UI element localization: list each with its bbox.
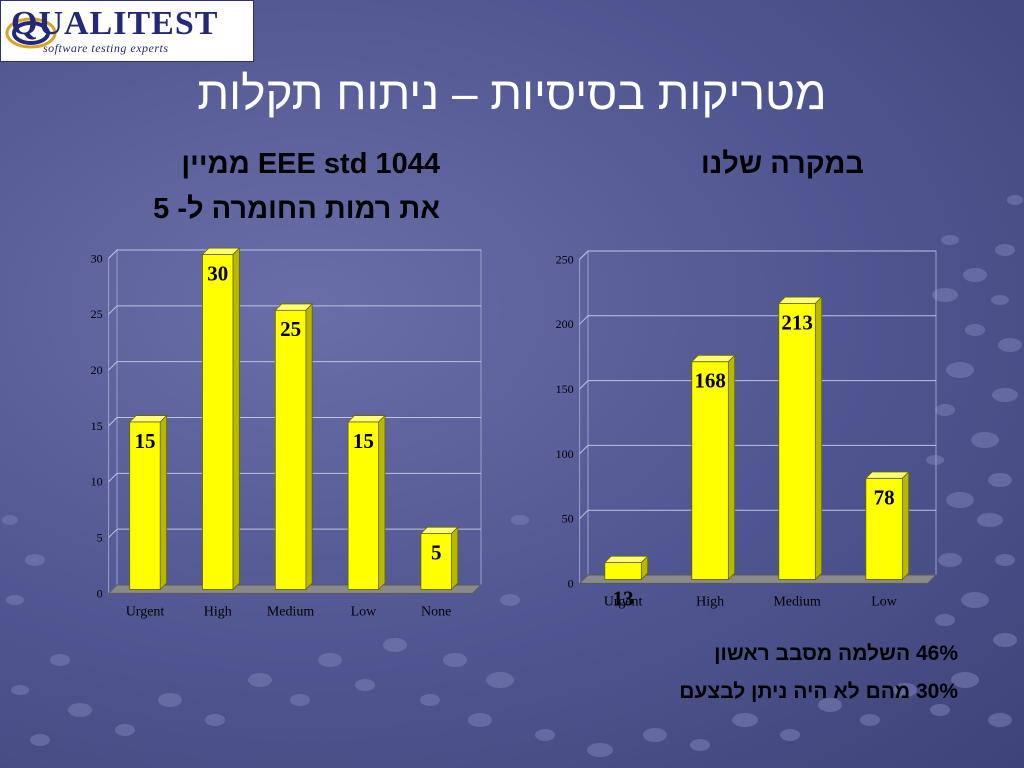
y-tick-label: 200 [556,317,574,331]
data-label: 15 [353,429,374,453]
slide-title: מטריקות בסיסיות – ניתוח תקלות [197,67,827,119]
y-tick-label: 10 [91,475,103,489]
bar-front [778,302,816,580]
bar [201,247,241,591]
data-label: 15 [135,429,156,453]
data-label: 5 [431,541,442,565]
bar [864,471,910,581]
bar-front [274,309,307,590]
bar-front [129,421,161,590]
data-label: 13 [613,586,634,610]
y-tick-label: 15 [91,419,103,433]
gridline-side [108,528,118,538]
bar-top [864,471,910,479]
plot-side-wall [579,249,589,585]
bar-side [727,354,736,581]
bar-side [814,296,823,581]
gridline-side [108,249,118,259]
y-tick-label: 50 [562,512,574,526]
left-heading-line1: EEE std 1044 ממיין [181,148,440,180]
bar-front [202,253,234,590]
gridline-side [579,250,589,260]
data-label: 30 [207,261,228,285]
x-tick-label: Urgent [604,594,643,609]
bar [347,414,386,591]
gridline-side [579,380,589,390]
gridline-side [579,509,589,519]
y-tick-label: 30 [91,251,103,265]
bar-side [159,414,167,591]
left-heading-line2: את רמות החומרה ל- 5 [153,193,440,225]
data-label: 213 [781,310,813,334]
gridline-side [108,305,118,315]
bar-side [451,526,459,591]
y-tick-label: 25 [91,307,103,321]
x-tick-label: Low [871,594,898,609]
bar [128,414,168,591]
gridline-side [108,472,118,483]
bar-front [604,562,642,580]
x-tick-label: Medium [267,604,315,619]
gridline-side [579,445,589,455]
x-tick-label: Low [351,604,378,619]
y-tick-label: 20 [91,363,103,377]
bar-top [690,354,736,363]
bar-side [901,471,910,581]
logo-swoosh-icon [5,17,57,49]
note-not-executable: 30% מהם לא היה ניתן לבצעם [679,680,958,703]
y-tick-label: 0 [97,586,103,600]
gridline-side [108,361,118,371]
logo-tagline: software testing experts [43,41,169,55]
bar [690,354,736,581]
bar-side [305,302,313,591]
bar [777,296,823,581]
x-tick-label: None [421,604,451,619]
y-tick-label: 150 [556,382,574,396]
gridline-side [579,315,589,325]
data-label: 168 [694,369,726,393]
bar [419,526,459,591]
x-tick-label: High [204,604,232,619]
data-label: 78 [874,485,895,509]
bar-side [232,247,240,591]
x-tick-label: Medium [773,594,821,609]
bar-top [603,555,649,563]
qualitest-logo: QUALITEST software testing experts [0,0,254,62]
y-tick-label: 5 [97,531,103,545]
note-completion: 46% השלמה מסבב ראשון [714,642,958,665]
bar-front [691,361,729,580]
x-tick-label: High [696,594,724,609]
y-tick-label: 100 [556,447,574,461]
data-label: 25 [280,317,301,341]
y-tick-label: 0 [568,576,574,590]
bar-side [640,555,649,581]
bar [603,555,649,581]
bar-top [777,296,823,304]
right-heading: במקרה שלנו [701,148,864,180]
left-bar-chart: 0 5 10 15 20 25 30 15 Urgent 30 High 25 Medium 15 Low 5… [91,247,483,619]
x-tick-label: Urgent [126,604,165,619]
gridline-side [108,417,118,427]
bar-front [420,533,452,590]
bar-side [378,414,386,591]
y-tick-label: 250 [556,252,574,266]
logo-wordmark: QUALITEST [11,5,219,42]
bar [274,302,314,591]
